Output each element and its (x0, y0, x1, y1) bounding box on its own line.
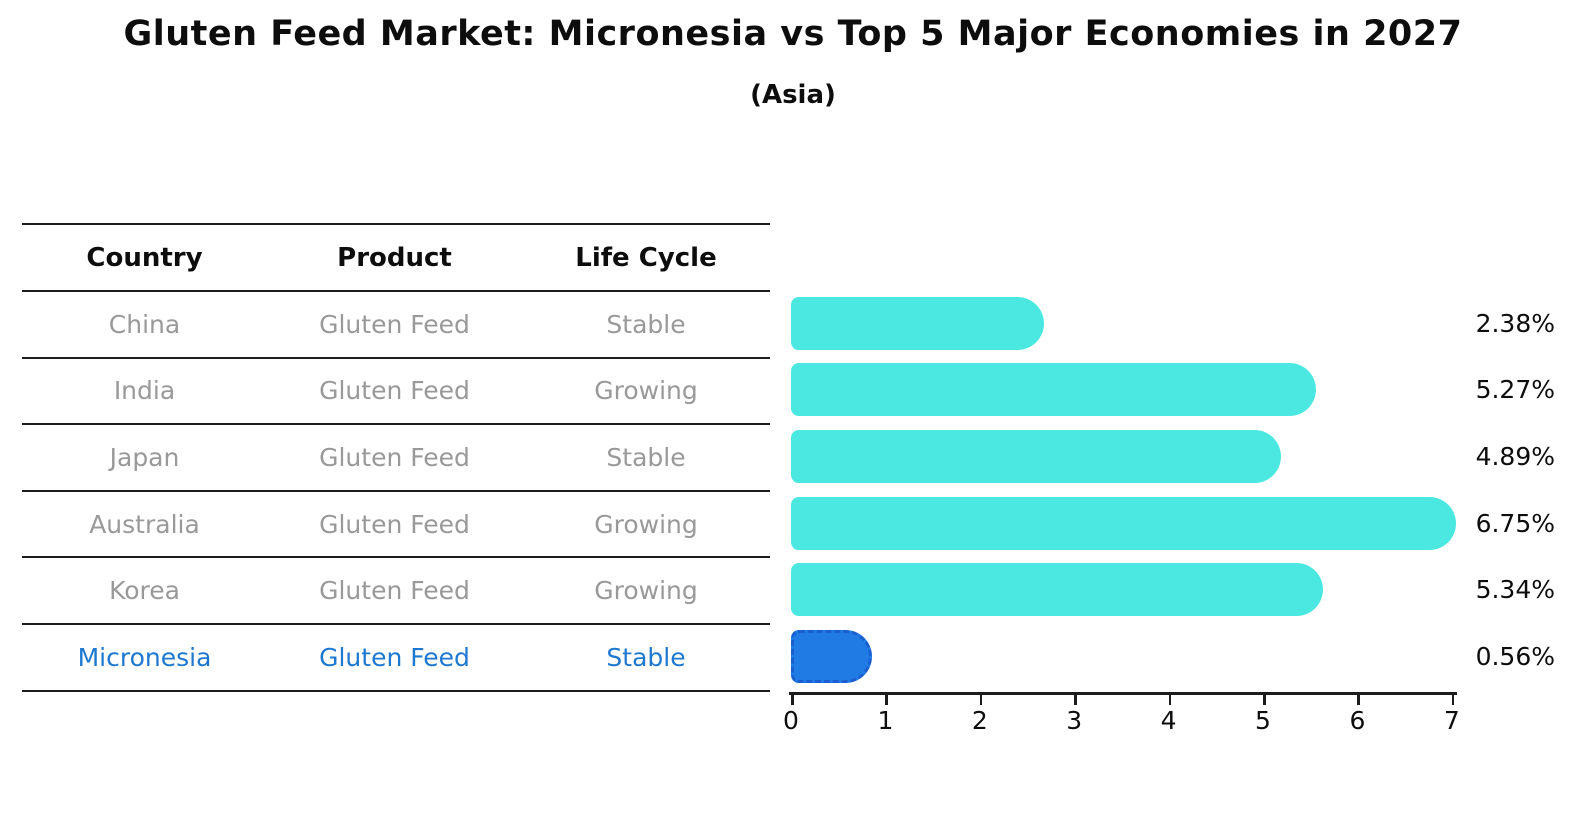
x-axis-tick (885, 695, 888, 705)
country-cell: Korea (109, 576, 180, 606)
product-cell: Gluten Feed (319, 376, 470, 406)
chart-subtitle: (Asia) (750, 80, 836, 110)
value-label: 5.34% (1475, 575, 1555, 605)
product-cell: Gluten Feed (319, 642, 470, 672)
country-cell: Japan (109, 442, 180, 472)
value-label: 5.27% (1475, 375, 1555, 405)
bar-australia (791, 496, 1457, 550)
bar-micronesia-highlighted (791, 630, 872, 684)
bar-row (791, 423, 1468, 490)
table-row: Japan Gluten Feed Stable (22, 425, 770, 492)
product-cell: Gluten Feed (319, 509, 470, 539)
country-cell: India (113, 376, 176, 406)
x-axis-tick-label: 5 (1255, 706, 1271, 735)
bar-chart-plot-area (791, 290, 1468, 690)
life-cycle-cell: Growing (594, 509, 698, 539)
bar-japan (791, 430, 1281, 484)
x-axis-tick (1263, 695, 1266, 705)
column-header-product: Product (337, 242, 452, 273)
value-label: 6.75% (1475, 508, 1555, 538)
product-cell: Gluten Feed (319, 576, 470, 606)
country-cell: Australia (89, 509, 200, 539)
bar-china (791, 296, 1044, 350)
x-axis-tick-label: 6 (1349, 706, 1366, 735)
bar-row (791, 290, 1468, 357)
life-cycle-cell: Growing (594, 576, 698, 606)
bar-row (791, 357, 1468, 424)
column-header-country: Country (86, 242, 203, 273)
table-header-row: Country Product Life Cycle (22, 223, 770, 292)
country-cell: Micronesia (77, 642, 212, 672)
x-axis-tick-label: 4 (1160, 706, 1177, 735)
bar-row (791, 557, 1468, 624)
product-cell: Gluten Feed (319, 309, 470, 339)
country-table: Country Product Life Cycle China Gluten … (22, 223, 770, 692)
x-axis-tick (1074, 695, 1077, 705)
x-axis-tick (1451, 695, 1455, 705)
x-axis-tick (979, 695, 983, 705)
x-axis-line (789, 692, 1457, 695)
country-cell: China (108, 309, 181, 339)
bar-row (791, 623, 1468, 690)
x-axis-tick (1357, 695, 1360, 705)
value-label: 0.56% (1475, 642, 1555, 672)
x-axis-tick-label: 2 (971, 706, 988, 735)
table-row: Australia Gluten Feed Growing (22, 492, 770, 559)
value-label: 2.38% (1475, 308, 1555, 338)
bar-korea (791, 563, 1324, 617)
value-label: 4.89% (1475, 442, 1555, 472)
table-row: Korea Gluten Feed Growing (22, 558, 770, 625)
chart-title: Gluten Feed Market: Micronesia vs Top 5 … (123, 14, 1463, 54)
column-header-life-cycle: Life Cycle (575, 242, 717, 273)
bar-india (791, 363, 1317, 417)
x-axis-tick-label: 7 (1443, 706, 1460, 735)
x-axis-tick (1168, 695, 1172, 705)
x-axis-tick (791, 695, 794, 705)
life-cycle-cell: Stable (606, 642, 686, 672)
value-labels: 2.38% 5.27% 4.89% 6.75% 5.34% 0.56% (1440, 290, 1555, 690)
table-row: China Gluten Feed Stable (22, 292, 770, 359)
life-cycle-cell: Growing (594, 376, 698, 406)
x-axis-tick-label: 0 (783, 706, 799, 735)
bar-row (791, 490, 1468, 557)
table-row: India Gluten Feed Growing (22, 359, 770, 426)
life-cycle-cell: Stable (606, 309, 686, 339)
x-axis-tick-label: 3 (1066, 706, 1083, 735)
table-row-highlighted: Micronesia Gluten Feed Stable (22, 625, 770, 692)
life-cycle-cell: Stable (606, 442, 686, 472)
x-axis-tick-label: 1 (877, 706, 894, 735)
product-cell: Gluten Feed (319, 442, 470, 472)
